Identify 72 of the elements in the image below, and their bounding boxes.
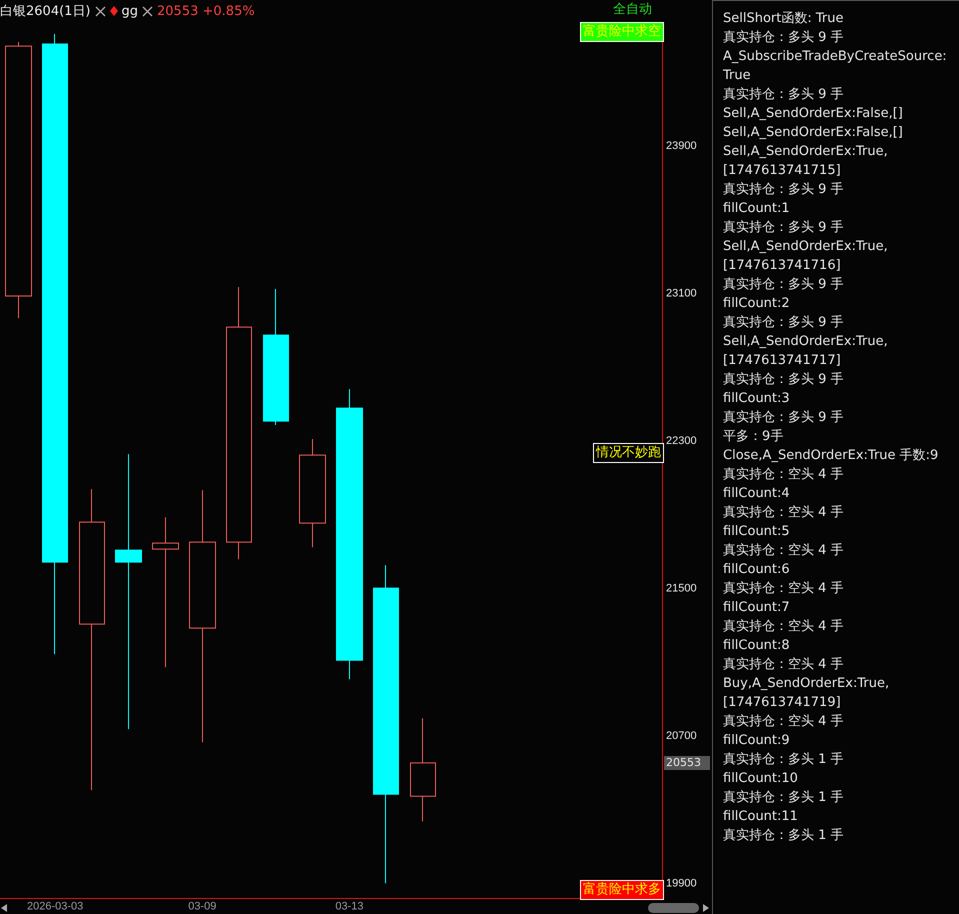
candlestick (263, 288, 289, 426)
candlestick (152, 516, 179, 668)
y-tick-label: 20700 (666, 730, 697, 742)
text: fillCount:11 (723, 808, 799, 826)
text: 20553 +0.85% (157, 4, 255, 18)
text: 真实持仓：空头 4 手 (723, 466, 845, 484)
text: 平多：9手 (723, 428, 784, 446)
text: 20553 (664, 756, 710, 770)
text: 真实持仓：空头 4 手 (723, 713, 845, 731)
text: fillCount:9 (723, 732, 791, 750)
text: fillCount:10 (723, 770, 799, 788)
text: 真实持仓：多头 1 手 (723, 827, 845, 845)
y-tick-label: 23900 (666, 140, 697, 152)
text: Sell,A_SendOrderEx:False,[] (723, 124, 904, 142)
candlestick (410, 718, 436, 822)
text: A_SubscribeTradeByCreateSource:True (723, 48, 948, 85)
text: 真实持仓：空头 4 手 (723, 580, 845, 598)
text: fillCount:7 (723, 599, 791, 617)
text: 真实持仓：多头 9 手 (723, 371, 845, 389)
candlestick (373, 564, 399, 884)
text: Sell,A_SendOrderEx:False,[] (723, 105, 904, 123)
candlestick (336, 388, 363, 680)
text: 全自动 (613, 2, 652, 18)
text: Sell,A_SendOrderEx:True, (723, 143, 889, 161)
text: 真实持仓：空头 4 手 (723, 656, 845, 674)
text: 真实持仓：多头 1 手 (723, 751, 845, 769)
text: 真实持仓：多头 9 手 (723, 409, 845, 427)
text: 真实持仓：多头 9 手 (723, 86, 845, 104)
text: Sell,A_SendOrderEx:True, (723, 333, 889, 351)
text: 真实持仓：多头 9 手 (723, 314, 845, 332)
text: 真实持仓：多头 9 手 (723, 276, 845, 294)
chart-title: 白银2604(1日) (0, 3, 90, 20)
text: Close,A_SendOrderEx:True 手数:9 (723, 447, 940, 465)
candlestick (189, 490, 216, 743)
text: Buy,A_SendOrderEx:True, (723, 675, 890, 693)
text: [1747613741719] (723, 694, 842, 712)
text: 真实持仓：多头 1 手 (723, 789, 845, 807)
annotation: 情况不妙跑 (593, 443, 664, 463)
text: fillCount:2 (723, 295, 791, 313)
annotation: 富贵险中求多 (580, 880, 664, 900)
text: [1747613741717] (723, 352, 842, 370)
text: fillCount:6 (723, 561, 791, 579)
text: 真实持仓：空头 4 手 (723, 504, 845, 522)
candlestick (42, 33, 68, 655)
y-tick-label: 19900 (666, 877, 697, 890)
candlestick (226, 286, 252, 560)
text: Sell,A_SendOrderEx:True, (723, 238, 889, 256)
text: gg (122, 4, 138, 18)
text: fillCount:5 (723, 523, 791, 541)
text: fillCount:3 (723, 390, 791, 408)
annotation: 富贵险中求空 (580, 22, 664, 42)
x-tick-label: 2026-03-03 (27, 900, 84, 912)
text: [1747613741715] (723, 162, 842, 180)
text: 真实持仓：多头 9 手 (723, 219, 845, 237)
x-tick-label: 03-09 (188, 900, 216, 912)
text: fillCount:4 (723, 485, 791, 503)
text: [1747613741716] (723, 257, 842, 275)
text: fillCount:1 (723, 200, 791, 218)
text: 真实持仓：空头 4 手 (723, 618, 845, 636)
candlestick (115, 454, 142, 730)
text: 真实持仓：多头 9 手 (723, 29, 845, 47)
candlestick (5, 42, 32, 319)
text: 真实持仓：多头 9 手 (723, 181, 845, 199)
text: 真实持仓：空头 4 手 (723, 542, 845, 560)
text: SellShort函数: True (723, 10, 844, 28)
text: fillCount:8 (723, 637, 791, 655)
y-tick-label: 21500 (666, 582, 697, 594)
y-tick-label: 23100 (666, 287, 697, 300)
candlestick (299, 438, 326, 548)
y-tick-label: 22300 (666, 434, 697, 447)
candlestick (79, 488, 105, 791)
x-tick-label: 03-13 (335, 900, 364, 912)
